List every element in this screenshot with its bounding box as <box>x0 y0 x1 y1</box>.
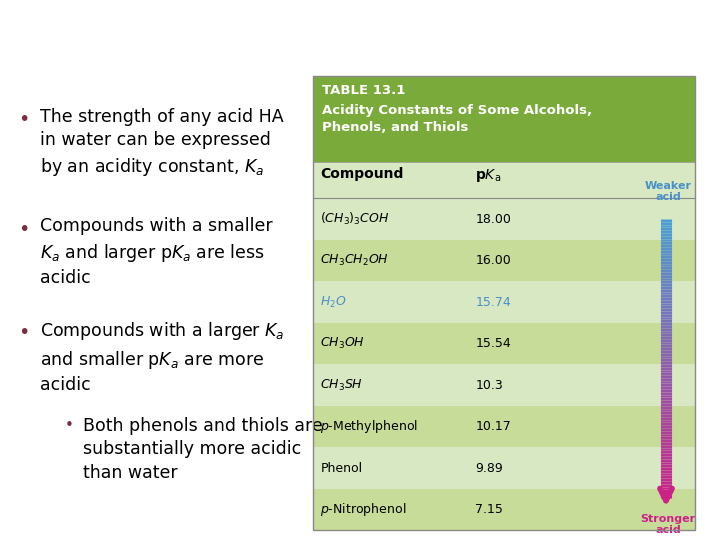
Text: Both phenols and thiols are
substantially more acidic
than water: Both phenols and thiols are substantiall… <box>83 417 323 482</box>
Text: The strength of any acid HA
in water can be expressed
by an acidity constant, $K: The strength of any acid HA in water can… <box>40 107 283 178</box>
Bar <box>313 281 695 323</box>
Text: TABLE 13.1: TABLE 13.1 <box>322 84 405 97</box>
Text: $H_2O$: $H_2O$ <box>320 294 347 309</box>
Text: 16.00: 16.00 <box>475 254 511 267</box>
Bar <box>313 323 695 364</box>
Bar <box>313 198 695 240</box>
Text: 10.17: 10.17 <box>475 420 511 433</box>
Text: Weaker
acid: Weaker acid <box>644 181 692 202</box>
Bar <box>313 489 695 530</box>
Text: •: • <box>65 418 73 433</box>
Bar <box>313 163 695 530</box>
Text: 10.3: 10.3 <box>475 379 503 392</box>
Text: •: • <box>18 322 30 342</box>
Text: Acidity Constants of Some Alcohols,
Phenols, and Thiols: Acidity Constants of Some Alcohols, Phen… <box>322 104 592 134</box>
Text: p$K_{\mathrm{a}}$: p$K_{\mathrm{a}}$ <box>475 167 501 184</box>
Text: Compounds with a larger $K_a$
and smaller p$K_a$ are more
acidic: Compounds with a larger $K_a$ and smalle… <box>40 320 284 394</box>
Text: 15.54: 15.54 <box>475 337 511 350</box>
Text: $CH_3SH$: $CH_3SH$ <box>320 377 364 393</box>
Bar <box>313 77 695 163</box>
Text: $CH_3OH$: $CH_3OH$ <box>320 336 365 351</box>
Bar <box>313 448 695 489</box>
Text: 9.89: 9.89 <box>475 462 503 475</box>
Text: Stronger
acid: Stronger acid <box>641 514 696 535</box>
Text: $(CH_3)_3COH$: $(CH_3)_3COH$ <box>320 211 390 227</box>
Text: Compound: Compound <box>320 167 404 181</box>
Text: Compounds with a smaller
$K_a$ and larger p$K_a$ are less
acidic: Compounds with a smaller $K_a$ and large… <box>40 218 272 287</box>
Text: 15.74: 15.74 <box>475 295 511 308</box>
Text: •: • <box>18 110 30 129</box>
Bar <box>313 406 695 448</box>
Text: Properties of Alcohols, Phenols, and Thiols: Properties of Alcohols, Phenols, and Thi… <box>9 17 720 45</box>
Text: $p$-Methylphenol: $p$-Methylphenol <box>320 418 418 435</box>
Bar <box>313 364 695 406</box>
Text: Phenol: Phenol <box>320 462 363 475</box>
Text: 18.00: 18.00 <box>475 213 511 226</box>
Bar <box>313 77 695 530</box>
Text: $p$-Nitrophenol: $p$-Nitrophenol <box>320 501 407 518</box>
Text: 7.15: 7.15 <box>475 503 503 516</box>
Bar <box>313 240 695 281</box>
Text: •: • <box>18 220 30 239</box>
Text: $CH_3CH_2OH$: $CH_3CH_2OH$ <box>320 253 390 268</box>
